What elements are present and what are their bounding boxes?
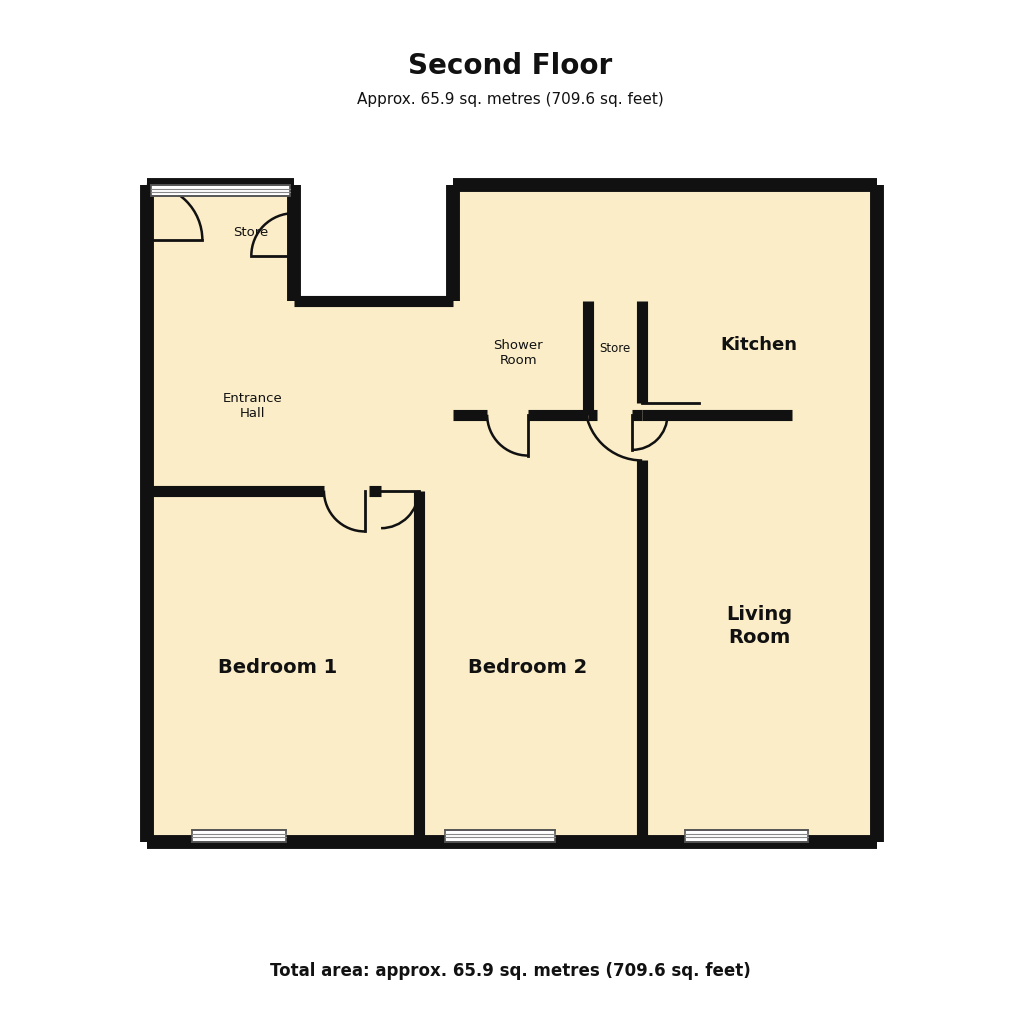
Text: Living
Room: Living Room (726, 605, 791, 646)
Text: Bedroom 1: Bedroom 1 (218, 657, 336, 676)
Bar (192, 830, 285, 842)
Polygon shape (147, 185, 293, 302)
Text: Kitchen: Kitchen (719, 335, 797, 354)
Text: Store: Store (232, 226, 268, 239)
Bar (151, 185, 289, 197)
Text: Shower
Room: Shower Room (493, 338, 542, 367)
Polygon shape (452, 185, 876, 302)
Text: Approx. 65.9 sq. metres (709.6 sq. feet): Approx. 65.9 sq. metres (709.6 sq. feet) (357, 93, 662, 107)
Text: Store: Store (598, 342, 630, 355)
Bar (444, 830, 554, 842)
Text: Second Floor: Second Floor (408, 52, 611, 81)
Text: Bedroom 2: Bedroom 2 (468, 657, 587, 676)
Text: Entrance
Hall: Entrance Hall (223, 391, 282, 420)
Bar (685, 830, 807, 842)
Polygon shape (147, 302, 876, 842)
Text: Total area: approx. 65.9 sq. metres (709.6 sq. feet): Total area: approx. 65.9 sq. metres (709… (269, 961, 750, 979)
